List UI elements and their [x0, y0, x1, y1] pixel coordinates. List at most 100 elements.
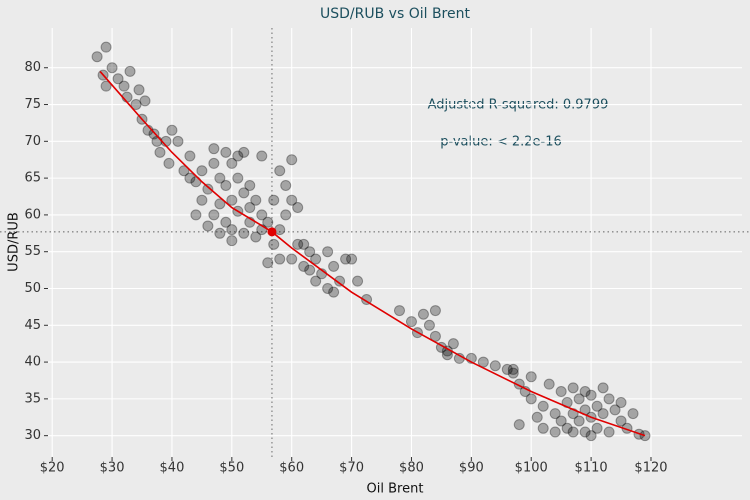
point	[262, 216, 274, 228]
point	[250, 194, 262, 206]
point	[310, 275, 322, 287]
point	[190, 209, 202, 221]
point	[280, 179, 292, 191]
point	[627, 408, 639, 420]
point	[615, 415, 627, 427]
y-tick-label: 80	[24, 60, 41, 75]
point	[585, 430, 597, 442]
point	[154, 146, 166, 158]
point	[334, 275, 346, 287]
point	[256, 209, 268, 221]
point	[166, 124, 178, 136]
point	[91, 51, 103, 63]
y-tick-label: 70	[24, 134, 41, 149]
point	[573, 393, 585, 405]
point	[340, 253, 352, 265]
point	[525, 393, 537, 405]
y-tick-label: 50	[24, 281, 41, 296]
point	[232, 172, 244, 184]
point	[597, 408, 609, 420]
point	[208, 209, 220, 221]
point	[579, 426, 591, 438]
point	[537, 422, 549, 434]
point	[298, 260, 310, 272]
x-tick-label: $40	[160, 461, 185, 476]
point	[238, 187, 250, 199]
plot-area	[48, 28, 742, 457]
point	[214, 198, 226, 210]
point	[184, 172, 196, 184]
point	[256, 150, 268, 162]
point	[555, 415, 567, 427]
point	[507, 367, 519, 379]
y-axis-title: USD/RUB	[7, 212, 22, 272]
point	[220, 216, 232, 228]
mean-point	[267, 227, 277, 237]
point	[214, 227, 226, 239]
x-tick-label: $120	[634, 461, 667, 476]
y-tick-label: 45	[24, 318, 41, 333]
y-tick-label: 75	[24, 97, 41, 112]
point	[310, 253, 322, 265]
point	[304, 246, 316, 258]
point	[489, 360, 501, 372]
point	[124, 65, 136, 77]
y-tick-label: 65	[24, 171, 41, 186]
x-tick-label: $80	[399, 461, 424, 476]
point	[106, 62, 118, 74]
point	[609, 404, 621, 416]
point	[244, 202, 256, 214]
point	[226, 157, 238, 169]
point	[220, 179, 232, 191]
point	[196, 194, 208, 206]
point	[133, 84, 145, 96]
point	[591, 422, 603, 434]
point	[405, 316, 417, 328]
point	[202, 220, 214, 232]
y-tick-label: 55	[24, 244, 41, 259]
point	[292, 202, 304, 214]
point	[615, 397, 627, 409]
point	[393, 305, 405, 317]
point	[555, 386, 567, 398]
point	[196, 165, 208, 177]
point	[298, 238, 310, 250]
point	[274, 165, 286, 177]
point	[567, 426, 579, 438]
point	[549, 426, 561, 438]
x-tick-label: $110	[575, 461, 608, 476]
point	[561, 422, 573, 434]
point	[226, 194, 238, 206]
point	[591, 400, 603, 412]
point	[417, 308, 429, 320]
point	[208, 157, 220, 169]
point	[328, 286, 340, 298]
point	[244, 179, 256, 191]
chart-title: USD/RUB vs Oil Brent	[320, 6, 470, 22]
point	[286, 253, 298, 265]
point	[202, 183, 214, 195]
point	[585, 389, 597, 401]
point	[507, 363, 519, 375]
point	[139, 95, 151, 107]
point	[346, 253, 358, 265]
x-tick-label: $100	[515, 461, 548, 476]
point	[501, 363, 513, 375]
point	[163, 157, 175, 169]
annotation: p-value: < 2.2e-16	[440, 135, 562, 150]
point	[513, 419, 525, 431]
point	[238, 146, 250, 158]
y-tick-label: 60	[24, 207, 41, 222]
x-tick-label: $20	[40, 461, 65, 476]
point	[208, 143, 220, 155]
point	[112, 73, 124, 85]
point	[214, 172, 226, 184]
point	[573, 415, 585, 427]
point	[543, 378, 555, 390]
point	[130, 99, 142, 111]
y-tick-label: 30	[24, 428, 41, 443]
point	[322, 282, 334, 294]
point	[567, 382, 579, 394]
point	[238, 227, 250, 239]
